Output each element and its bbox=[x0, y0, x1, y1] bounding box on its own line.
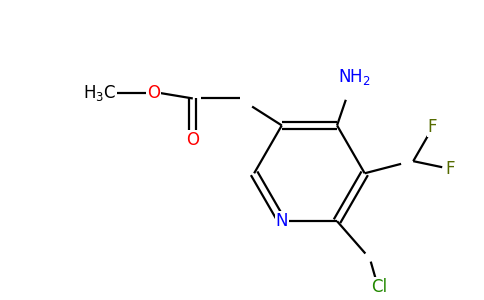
Text: O: O bbox=[147, 84, 160, 102]
Text: F: F bbox=[427, 118, 437, 136]
Text: H$_3$C: H$_3$C bbox=[83, 83, 116, 103]
Text: O: O bbox=[186, 131, 199, 149]
Text: NH$_2$: NH$_2$ bbox=[337, 67, 370, 87]
Text: N: N bbox=[275, 212, 288, 230]
Text: Cl: Cl bbox=[371, 278, 387, 296]
Text: F: F bbox=[446, 160, 455, 178]
